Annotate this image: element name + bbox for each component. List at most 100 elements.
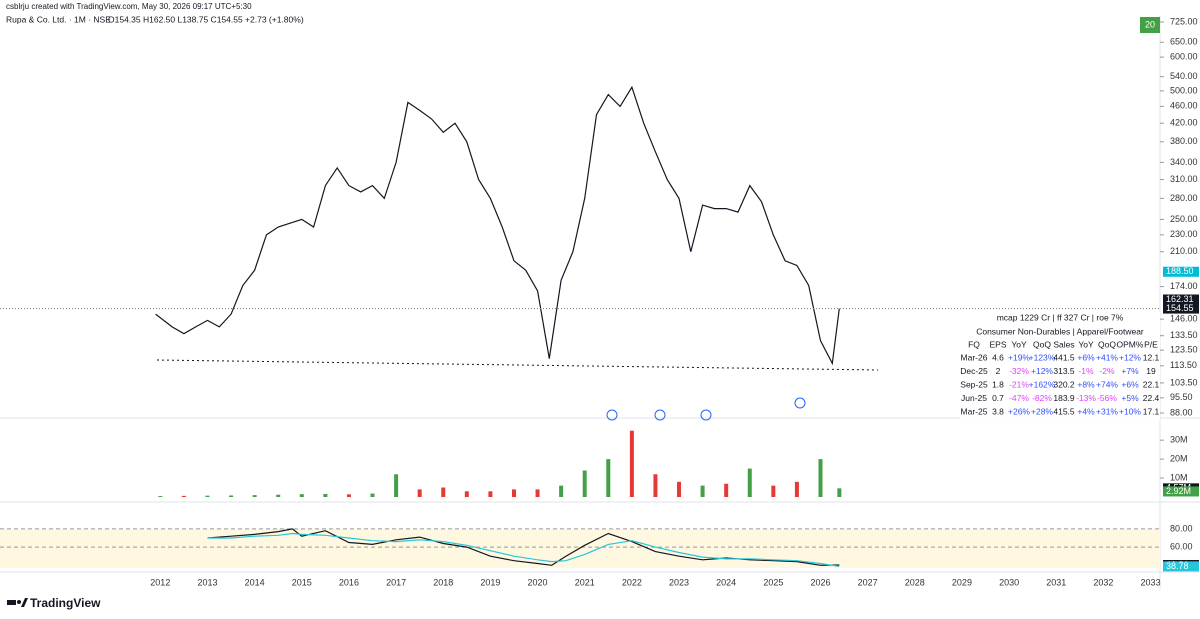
cell: Dec-25 — [960, 366, 988, 376]
y-tick-label: 20M — [1170, 453, 1188, 463]
cell: Sep-25 — [960, 379, 988, 389]
y-tick-label: 340.00 — [1170, 157, 1198, 167]
cell: +162% — [1029, 379, 1056, 389]
cell: +6% — [1121, 379, 1139, 389]
x-tick-label: 2023 — [669, 577, 689, 587]
x-tick-label: 2024 — [716, 577, 736, 587]
cell: -1% — [1078, 366, 1094, 376]
x-tick-label: 2013 — [197, 577, 217, 587]
cell: -32% — [1009, 366, 1029, 376]
price-tag — [1163, 266, 1199, 277]
volume-bar — [205, 495, 210, 497]
x-tick-label: 2012 — [150, 577, 170, 587]
x-tick-label: 2026 — [810, 577, 830, 587]
volume-bar — [724, 483, 729, 497]
trend-line — [156, 359, 879, 371]
volume-bar — [252, 495, 257, 497]
x-tick-label: 2016 — [339, 577, 359, 587]
cell: +123% — [1029, 352, 1056, 362]
column-header: YoY — [1078, 339, 1094, 349]
y-tick-label: 420.00 — [1170, 118, 1198, 128]
volume-bar — [370, 493, 375, 497]
cell: 2 — [996, 366, 1001, 376]
line-series — [207, 532, 840, 567]
y-tick-label: 10M — [1170, 472, 1188, 482]
volume-bar — [747, 468, 752, 497]
x-tick-label: 2018 — [433, 577, 453, 587]
volume-bar — [629, 430, 634, 497]
volume-bar — [181, 495, 186, 497]
x-tick-label: 2014 — [245, 577, 265, 587]
cell: 22.1 — [1143, 379, 1160, 389]
y-tick-label: 310.00 — [1170, 174, 1198, 184]
volume-bar — [417, 489, 422, 497]
x-tick-label: 2017 — [386, 577, 406, 587]
cell: +12% — [1031, 366, 1053, 376]
cell: 3.8 — [992, 406, 1004, 416]
dividend-markers — [606, 397, 806, 421]
volume-bar — [837, 488, 842, 497]
volume-bar — [700, 485, 705, 497]
price-tag-label: 2.92M — [1166, 486, 1191, 496]
cell: 1.8 — [992, 379, 1004, 389]
y-tick-label: 380.00 — [1170, 136, 1198, 146]
author-line: csblrju created with TradingView.com, Ma… — [6, 2, 252, 11]
y-tick-label: 280.00 — [1170, 193, 1198, 203]
y-tick-label: 103.50 — [1170, 377, 1198, 387]
cell: +6% — [1077, 352, 1095, 362]
volume-bar — [818, 459, 823, 497]
price-tag — [1163, 561, 1199, 572]
y-tick-label: 725.00 — [1170, 16, 1198, 26]
volume-bar — [677, 481, 682, 497]
price-tag — [1163, 294, 1199, 305]
y-tick-label: 123.50 — [1170, 345, 1198, 355]
cell: 415.5 — [1053, 406, 1075, 416]
cell: +31% — [1096, 406, 1118, 416]
x-tick-label: 2022 — [622, 577, 642, 587]
y-tick-label: 174.00 — [1170, 281, 1198, 291]
cell: 22.4 — [1143, 393, 1160, 403]
column-header: QoQ — [1033, 339, 1051, 349]
volume-bar — [559, 485, 564, 497]
cell: +5% — [1121, 393, 1139, 403]
price-tag — [1163, 486, 1199, 497]
y-tick-label: 30M — [1170, 435, 1188, 445]
cell: +26% — [1008, 406, 1030, 416]
column-header: EPS — [989, 339, 1006, 349]
x-tick-label: 2031 — [1046, 577, 1066, 587]
cell: +28% — [1031, 406, 1053, 416]
volume-bar — [606, 459, 611, 497]
cell: -13% — [1076, 393, 1096, 403]
column-header: P/E — [1144, 339, 1158, 349]
cell: -82% — [1032, 393, 1052, 403]
volume-bar — [771, 485, 776, 497]
y-tick-label: 133.50 — [1170, 330, 1198, 340]
column-header: Sales — [1053, 339, 1074, 349]
logo — [7, 598, 28, 607]
y-tick-label: 80.00 — [1170, 523, 1193, 533]
cell: 313.5 — [1053, 366, 1075, 376]
volume-bar — [441, 487, 446, 497]
price-tag-label: 162.31 — [1166, 294, 1194, 304]
cell: +10% — [1119, 406, 1141, 416]
price-tag-label: 188.50 — [1166, 266, 1194, 276]
line-series — [155, 85, 840, 366]
cell: +12% — [1119, 352, 1141, 362]
column-header: FQ — [968, 339, 980, 349]
x-tick-label: 2028 — [905, 577, 925, 587]
x-tick-label: 2020 — [528, 577, 548, 587]
volume-bar — [488, 491, 493, 497]
sector: Consumer Non-Durables | Apparel/Footwear — [976, 326, 1144, 336]
y-tick-label: 88.00 — [1170, 407, 1193, 417]
volume-bar — [794, 481, 799, 497]
volume-bar — [323, 493, 328, 497]
cell: +41% — [1096, 352, 1118, 362]
volume-bar — [229, 495, 234, 497]
cell: 17.1 — [1143, 406, 1160, 416]
cell: Mar-26 — [961, 352, 988, 362]
ohlc: O154.35 H162.50 L138.75 C154.55 +2.73 (+… — [108, 14, 304, 24]
cell: Jun-25 — [961, 393, 987, 403]
cell: 320.2 — [1053, 379, 1075, 389]
